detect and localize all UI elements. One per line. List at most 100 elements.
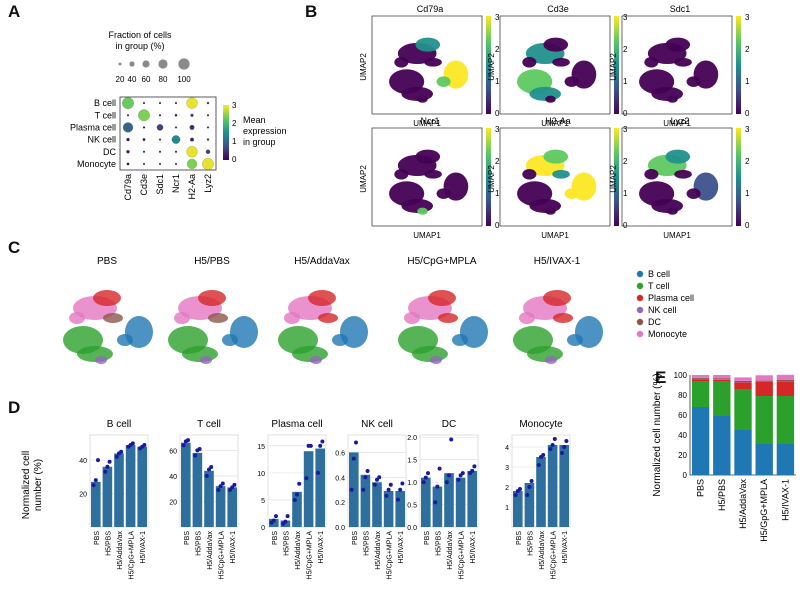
umap-ylabel: UMAP2: [487, 53, 496, 81]
umap-cluster: [674, 169, 692, 179]
umap-cluster: [545, 207, 556, 215]
umap-cluster: [430, 356, 442, 364]
data-point: [449, 437, 454, 442]
umap-cluster: [404, 312, 420, 324]
dotplot-col-label: Cd3e: [139, 174, 149, 196]
dotplot-dot: [171, 135, 181, 144]
colorbar-tick: 3: [623, 13, 628, 22]
bar: [360, 474, 371, 527]
subplot-title: T cell: [197, 419, 221, 430]
umap-cluster: [182, 346, 218, 362]
data-point: [220, 481, 225, 486]
bar: [215, 486, 226, 527]
bar: [467, 470, 477, 527]
bar: [536, 457, 546, 527]
stacked-bar-segment: [691, 407, 710, 475]
dotplot-dot: [174, 126, 178, 129]
size-legend-tick: 100: [177, 75, 191, 84]
umap-condition-title: H5/CpG+MPLA: [407, 256, 477, 267]
bar: [91, 481, 101, 527]
umap-cluster: [417, 95, 428, 103]
data-point: [283, 519, 288, 524]
ytick-label: 20: [79, 492, 87, 499]
ytick-label: 40: [678, 431, 687, 440]
umap-cluster: [553, 313, 573, 323]
data-point: [433, 500, 438, 505]
data-point: [292, 497, 297, 502]
panel-d-ylabel: Normalized cellnumber (%): [21, 451, 44, 519]
umap-cluster: [412, 346, 448, 362]
ytick-label: 100: [674, 371, 688, 380]
colorbar-tick: 1: [745, 77, 750, 86]
ytick-label: 1.5: [407, 458, 417, 465]
dotplot-dot: [186, 146, 198, 158]
dotplot-row-label: T cell: [95, 110, 116, 120]
colorbar-tick: 2: [745, 45, 750, 54]
data-point: [377, 475, 382, 480]
colorbar: [223, 105, 229, 160]
dotplot-dot: [142, 162, 146, 165]
size-legend-title: Fraction of cells in group (%): [108, 30, 172, 51]
data-point: [351, 456, 356, 461]
data-point: [295, 492, 299, 497]
xtick-label: H5/AddaVax: [207, 531, 214, 570]
umap-cluster: [95, 356, 107, 364]
data-point: [363, 475, 368, 480]
xtick-label: H5/AddaVax: [447, 531, 454, 570]
ytick-label: 40: [79, 458, 87, 465]
umap-frame: [371, 15, 483, 115]
umap-cluster: [644, 56, 659, 68]
legend-marker: [636, 294, 644, 302]
ytick-label: 0.0: [335, 525, 345, 532]
stacked-bar-segment: [713, 375, 731, 379]
bar: [383, 490, 394, 527]
data-point: [372, 482, 377, 487]
xtick-label: PBS: [184, 531, 191, 545]
bar: [114, 453, 124, 527]
subplot-title: Monocyte: [519, 419, 563, 430]
umap-ylabel: UMAP2: [487, 165, 496, 193]
colorbar: [486, 16, 491, 114]
colorbar-tick: 2: [745, 157, 750, 166]
data-point: [105, 464, 110, 469]
umap-cluster: [394, 168, 409, 180]
ytick-label: 4: [505, 445, 509, 452]
ytick-label: 20: [169, 499, 177, 506]
legend-label: NK cell: [648, 305, 677, 315]
legend-marker: [636, 318, 644, 326]
colorbar-tick: 3: [745, 13, 750, 22]
umap-cluster: [552, 169, 570, 179]
umap-cluster: [452, 334, 468, 346]
umap-frame: [371, 127, 483, 227]
data-point: [181, 443, 186, 448]
xtick-label: H5/IVAX-1: [398, 531, 405, 564]
umap-frame: [621, 15, 733, 115]
dotplot-col-label: H2-Aa: [187, 174, 197, 200]
dotplot-dot: [206, 114, 210, 117]
data-point: [130, 441, 135, 446]
data-point: [197, 447, 202, 452]
dotplot-row-label: Monocyte: [77, 159, 116, 169]
bar: [315, 448, 325, 527]
dotplot-col-label: Lyz2: [203, 174, 213, 193]
data-point: [232, 482, 237, 487]
colorbar-tick: 3: [495, 13, 500, 22]
ytick-label: 15: [257, 444, 265, 451]
legend-marker: [636, 282, 644, 290]
data-point: [316, 470, 320, 475]
data-point: [536, 463, 541, 467]
umap-condition-title: H5/AddaVax: [294, 256, 349, 267]
data-point: [107, 459, 112, 464]
xtick-label: H5/IVAX-1: [470, 531, 477, 564]
colorbar-tick: 0: [495, 109, 500, 118]
size-legend-dot: [118, 62, 122, 66]
umap-cluster: [308, 290, 336, 306]
umap-cluster: [552, 57, 570, 67]
xtick-label: PBS: [424, 531, 431, 545]
umap-cluster: [567, 334, 583, 346]
ytick-label: 40: [169, 474, 177, 481]
xtick-label: H5/AddaVax: [738, 479, 748, 529]
bar: [192, 452, 203, 527]
umap-cluster: [332, 334, 348, 346]
data-point: [564, 439, 569, 443]
